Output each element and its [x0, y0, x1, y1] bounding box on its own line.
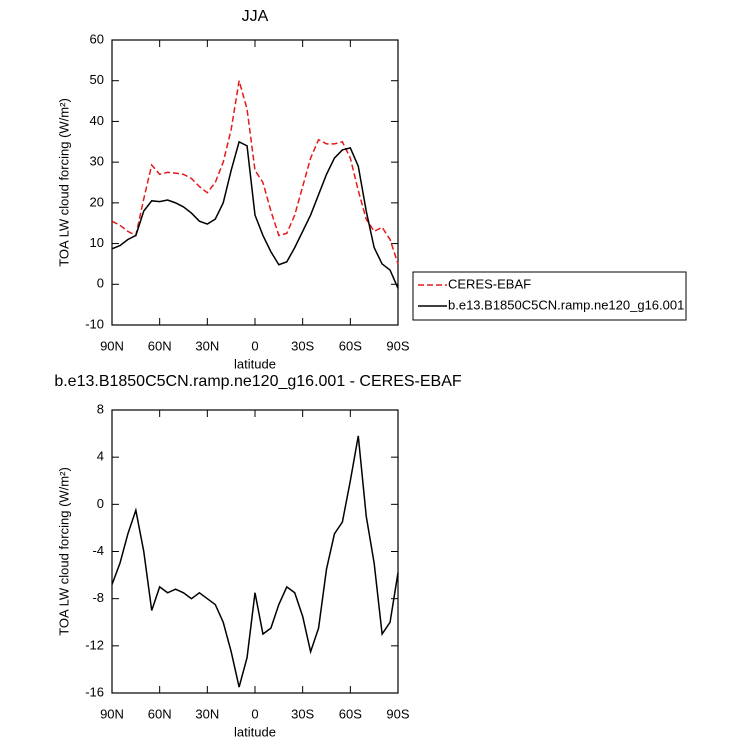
legend-label: b.e13.B1850C5CN.ramp.ne120_g16.001 [448, 297, 684, 312]
legend-label: CERES-EBAF [448, 276, 531, 291]
y-tick-label: 0 [97, 496, 104, 511]
x-tick-label: 90N [100, 706, 124, 721]
data-line [111, 80, 399, 265]
y-tick-label: 20 [90, 194, 104, 209]
data-line [111, 140, 399, 289]
x-tick-label: 90N [100, 338, 124, 353]
y-tick-label: -10 [85, 316, 104, 331]
y-tick-label: -8 [92, 590, 104, 605]
y-tick-label: -4 [92, 543, 104, 558]
x-tick-label: 90S [386, 338, 409, 353]
x-tick-label: 30S [291, 338, 314, 353]
x-tick-label: 0 [251, 706, 258, 721]
y-tick-label: 4 [97, 449, 104, 464]
y-tick-label: 30 [90, 154, 104, 169]
legend-box [412, 271, 687, 321]
x-tick-label: 90S [386, 706, 409, 721]
y-tick-label: 60 [90, 31, 104, 46]
x-tick-label: 30N [195, 338, 219, 353]
y-tick-label: 50 [90, 72, 104, 87]
y-tick-label: 10 [90, 235, 104, 250]
chart-title: JJA [242, 8, 269, 25]
x-tick-label: 60N [148, 706, 172, 721]
y-tick-label: -16 [85, 684, 104, 699]
data-line [111, 435, 399, 688]
x-axis-label: latitude [234, 724, 276, 739]
y-tick-label: 40 [90, 113, 104, 128]
x-tick-label: 0 [251, 338, 258, 353]
y-axis-label: TOA LW cloud forcing (W/m²) [56, 467, 71, 636]
x-axis-label: latitude [234, 356, 276, 371]
y-tick-label: 0 [97, 276, 104, 291]
y-tick-label: -12 [85, 637, 104, 652]
chart-title: b.e13.B1850C5CN.ramp.ne120_g16.001 - CER… [54, 373, 462, 390]
x-tick-label: 30N [195, 706, 219, 721]
y-axis-label: TOA LW cloud forcing (W/m²) [56, 98, 71, 267]
x-tick-label: 60S [339, 706, 362, 721]
x-tick-label: 30S [291, 706, 314, 721]
x-tick-label: 60N [148, 338, 172, 353]
x-tick-label: 60S [339, 338, 362, 353]
y-tick-label: 8 [97, 401, 104, 416]
plot-frame [111, 39, 399, 326]
